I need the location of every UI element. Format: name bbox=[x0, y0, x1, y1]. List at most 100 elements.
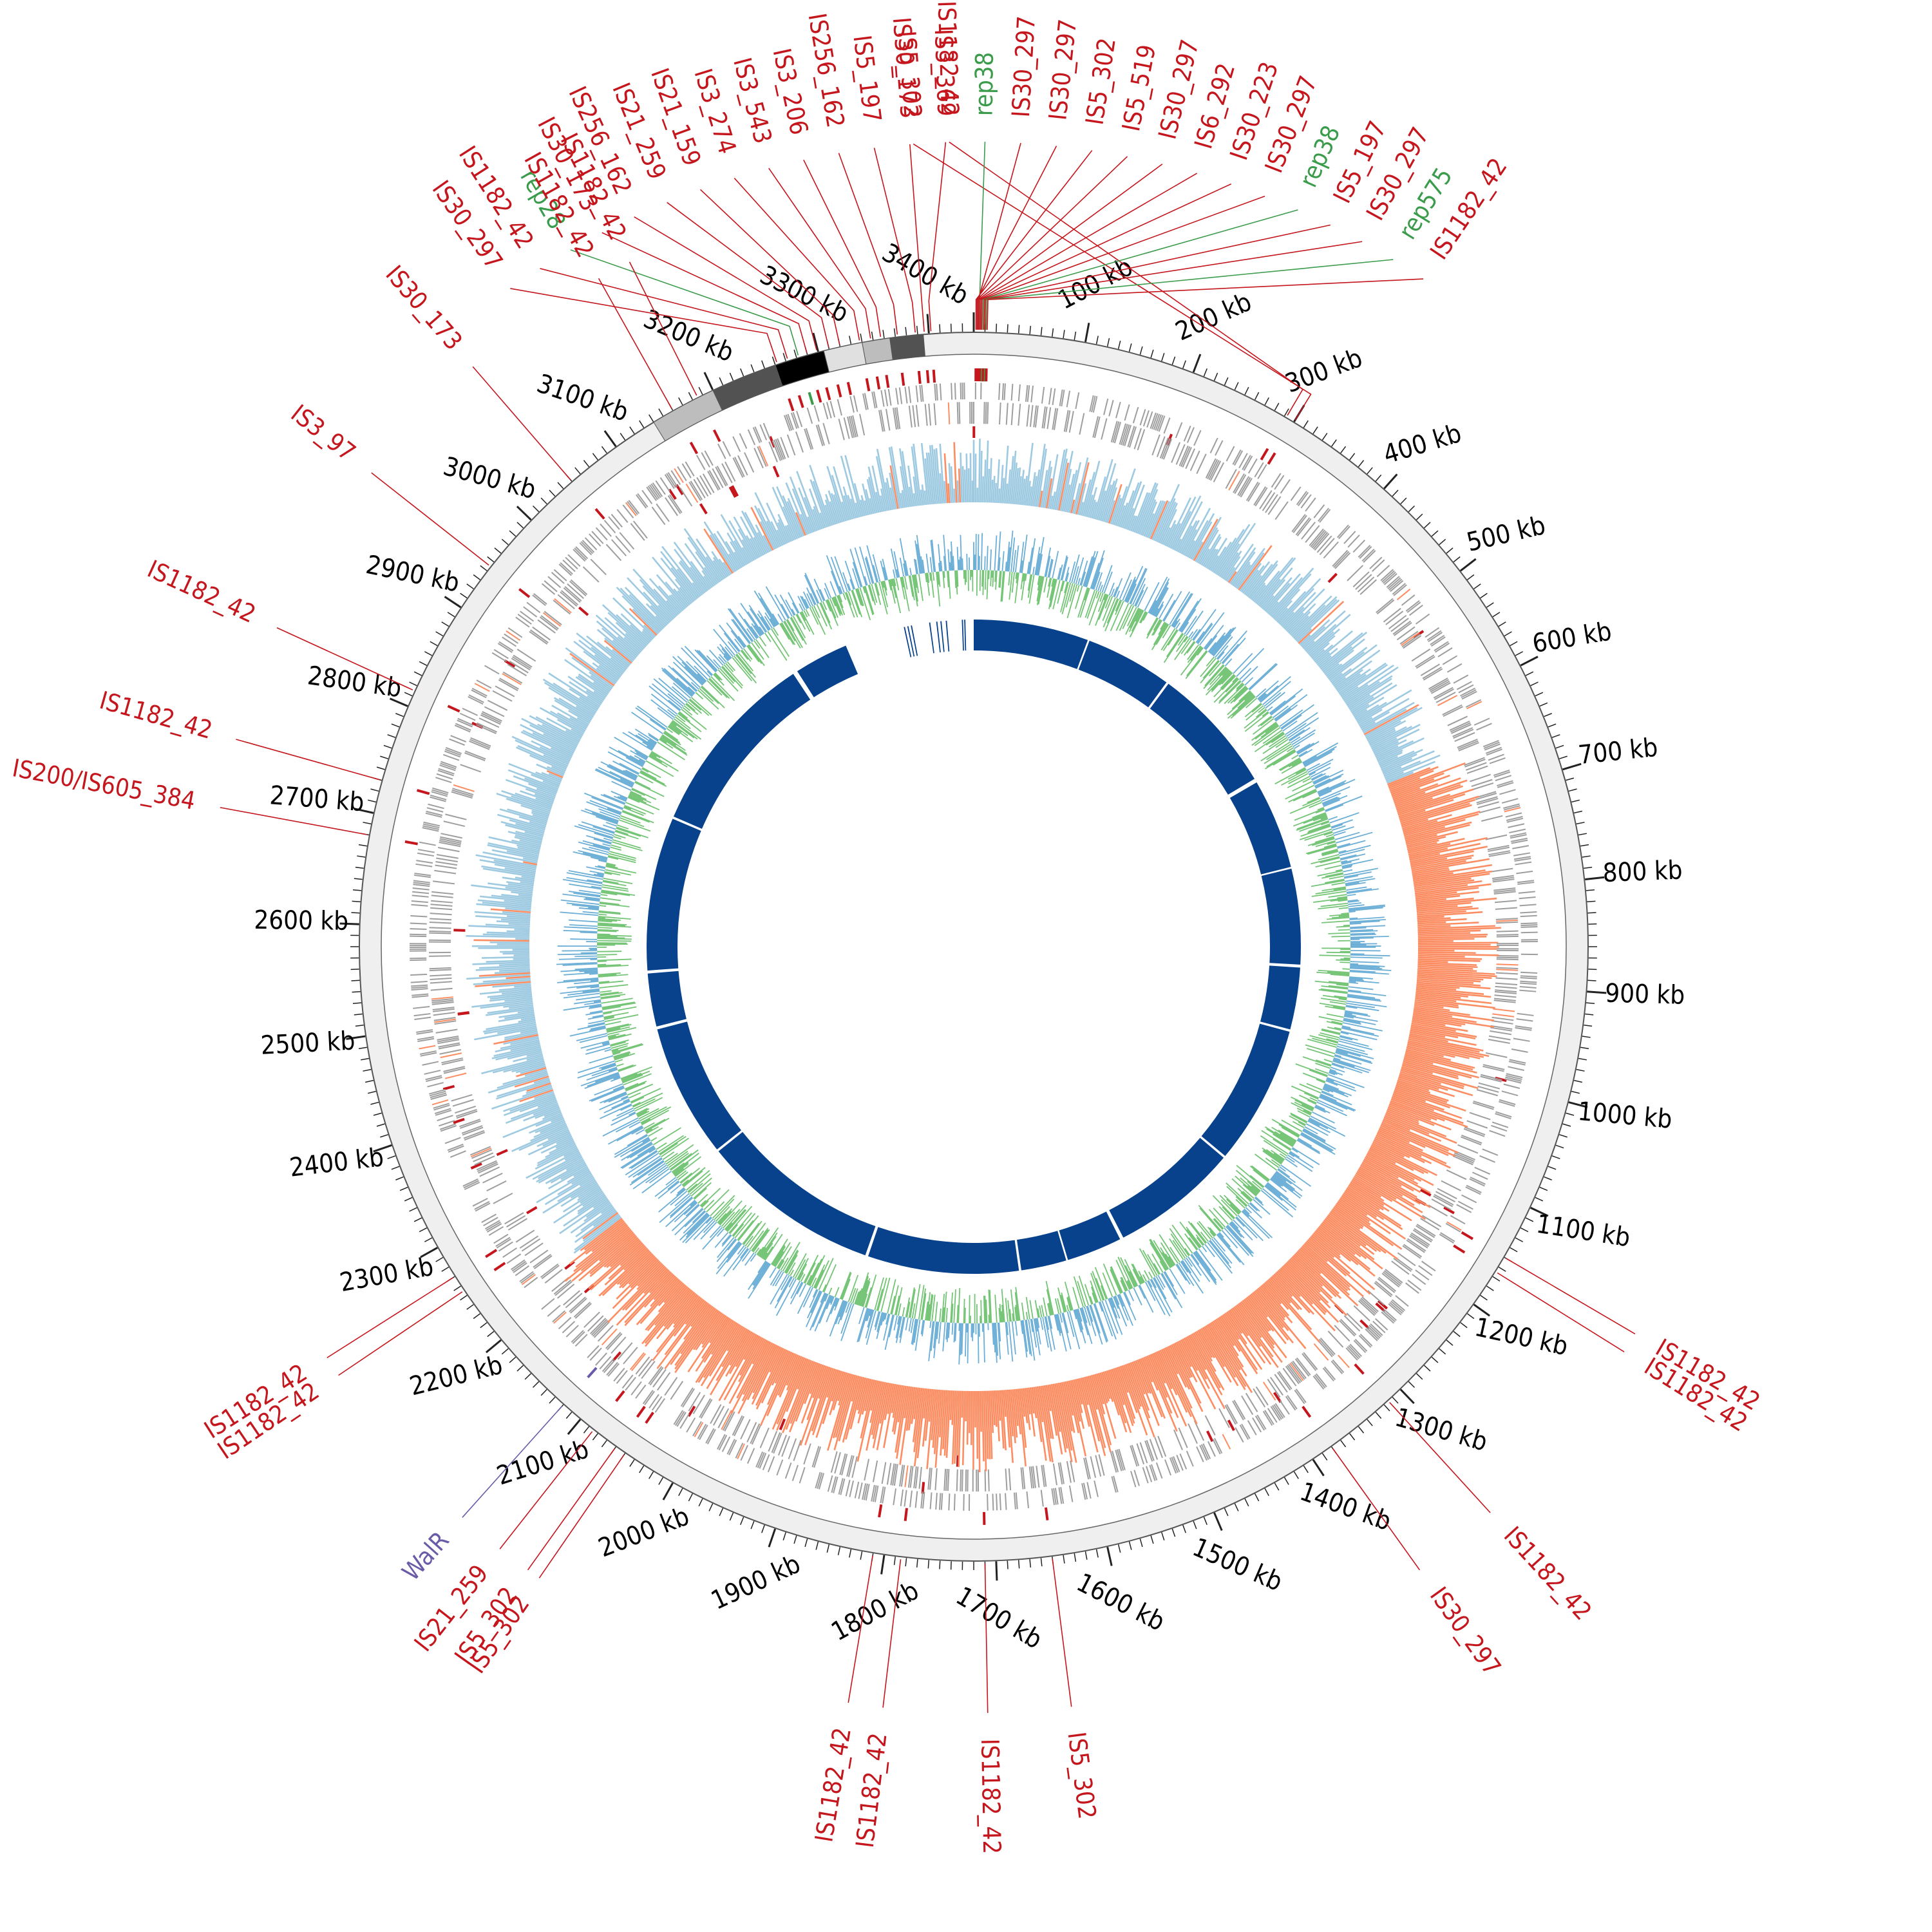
cds-mark bbox=[1504, 1078, 1522, 1084]
gc-skew-bar bbox=[1191, 541, 1204, 560]
gc-content-bar bbox=[1271, 1150, 1285, 1160]
gc-content-bar bbox=[658, 1189, 687, 1213]
minor-tick bbox=[1106, 337, 1110, 347]
gc-content-bar bbox=[1264, 1126, 1295, 1146]
gc-skew-bar bbox=[1273, 1273, 1311, 1314]
gc-content-bar bbox=[601, 1001, 635, 1009]
gc-skew-bar bbox=[1410, 857, 1448, 866]
cds-mark bbox=[487, 699, 508, 711]
cds-mark bbox=[755, 1451, 764, 1468]
gc-content-bar bbox=[584, 1075, 620, 1089]
minor-tick bbox=[1576, 1068, 1585, 1072]
gc-skew-bar bbox=[1390, 1098, 1468, 1128]
gc-skew-bar bbox=[1031, 1387, 1037, 1419]
gc-content-bar bbox=[1110, 1297, 1121, 1319]
cds-mark bbox=[1041, 406, 1046, 429]
gc-skew-bar bbox=[1104, 487, 1117, 523]
gc-skew-bar bbox=[703, 576, 713, 588]
gc-skew-bar bbox=[504, 997, 533, 1002]
gc-skew-bar bbox=[1059, 450, 1074, 511]
gc-skew-bar bbox=[752, 1345, 780, 1399]
cds-mark bbox=[757, 1452, 765, 1468]
cds-mark bbox=[649, 1394, 659, 1409]
gc-skew-bar bbox=[506, 930, 530, 933]
cds-mark bbox=[589, 533, 601, 547]
gc-content-bar bbox=[930, 1321, 935, 1351]
gc-skew-bar bbox=[1412, 858, 1490, 873]
gc-content-bar bbox=[1224, 684, 1245, 705]
cds-mark bbox=[887, 388, 892, 406]
cds-mark bbox=[1339, 1320, 1356, 1337]
gc-content-bar bbox=[882, 1312, 886, 1322]
cds-mark bbox=[493, 1192, 513, 1204]
minor-tick bbox=[905, 327, 907, 336]
gc-skew-bar bbox=[542, 1179, 596, 1214]
cds-mark bbox=[1309, 528, 1324, 547]
minor-tick bbox=[1063, 1555, 1065, 1564]
minor-tick bbox=[719, 1508, 724, 1517]
gc-skew-bar bbox=[1090, 1374, 1112, 1446]
gc-skew-bar bbox=[1225, 567, 1236, 582]
gc-skew-bar bbox=[1410, 1027, 1459, 1039]
gc-content-bar bbox=[1066, 584, 1078, 618]
gc-skew-bar bbox=[534, 793, 554, 802]
gc-content-bar bbox=[1055, 1314, 1061, 1336]
gc-skew-bar bbox=[857, 1378, 870, 1424]
cds-mark bbox=[433, 1012, 455, 1016]
gc-content-bar bbox=[598, 911, 621, 915]
gc-content-bar bbox=[1347, 994, 1376, 999]
cds-mark bbox=[1182, 447, 1192, 468]
gc-content-bar bbox=[1014, 1307, 1018, 1321]
gc-content-bar bbox=[953, 1289, 956, 1323]
gc-skew-bar bbox=[913, 444, 922, 506]
major-tick bbox=[1585, 876, 1605, 881]
cds-mark bbox=[447, 1143, 464, 1151]
minor-tick bbox=[1224, 377, 1229, 386]
gc-content-bar bbox=[1047, 1303, 1051, 1316]
gc-content-bar bbox=[1052, 551, 1059, 579]
minor-tick bbox=[1340, 1439, 1347, 1448]
gc-skew-bar bbox=[1021, 478, 1026, 506]
gc-content-bar bbox=[828, 1287, 833, 1295]
gc-skew-bar bbox=[895, 1385, 907, 1453]
gc-skew-bar bbox=[625, 632, 644, 650]
cds-mark bbox=[1030, 1466, 1035, 1488]
gc-content-bar bbox=[1093, 571, 1101, 590]
gc-skew-bar bbox=[564, 1227, 630, 1282]
gc-content-bar bbox=[1344, 1014, 1378, 1022]
gc-skew-bar bbox=[1401, 1064, 1434, 1075]
cds-mark bbox=[1175, 422, 1183, 439]
gc-content-bar bbox=[1129, 610, 1144, 638]
gc-content-bar bbox=[1313, 897, 1348, 903]
cds-mark bbox=[803, 1443, 811, 1465]
cds-mark bbox=[1153, 413, 1160, 430]
gc-content-bar bbox=[1086, 551, 1099, 588]
cds-mark bbox=[411, 900, 428, 904]
gc-content-bar bbox=[1273, 1138, 1291, 1151]
gc-skew-bar bbox=[889, 487, 896, 510]
gc-skew-bar bbox=[520, 790, 554, 804]
gc-skew-bar bbox=[1383, 760, 1421, 777]
cds-mark bbox=[936, 383, 938, 401]
gc-content-bar bbox=[838, 1300, 846, 1318]
cds-mark bbox=[1032, 1466, 1036, 1488]
gc-skew-bar bbox=[884, 1383, 893, 1421]
cds-mark bbox=[493, 649, 509, 659]
minor-tick bbox=[1525, 1217, 1534, 1222]
gc-content-bar bbox=[1144, 1270, 1150, 1280]
gc-content-bar bbox=[674, 1168, 685, 1177]
gc-skew-bar bbox=[595, 614, 641, 654]
gc-skew-bar bbox=[923, 1388, 928, 1419]
cds-mark bbox=[1318, 507, 1329, 522]
tick-label: 3000 kb bbox=[440, 451, 539, 505]
cds-mark bbox=[481, 1213, 497, 1224]
cds-mark bbox=[412, 993, 429, 996]
cds-mark bbox=[507, 663, 527, 677]
gc-content-bar bbox=[1069, 583, 1075, 602]
gc-content-bar bbox=[1061, 580, 1065, 592]
gc-skew-bar bbox=[1385, 761, 1436, 782]
gc-content-bar bbox=[1032, 567, 1035, 575]
gc-content-bar bbox=[1347, 893, 1356, 896]
minor-tick bbox=[441, 1266, 450, 1272]
cds-mark bbox=[1115, 401, 1121, 419]
